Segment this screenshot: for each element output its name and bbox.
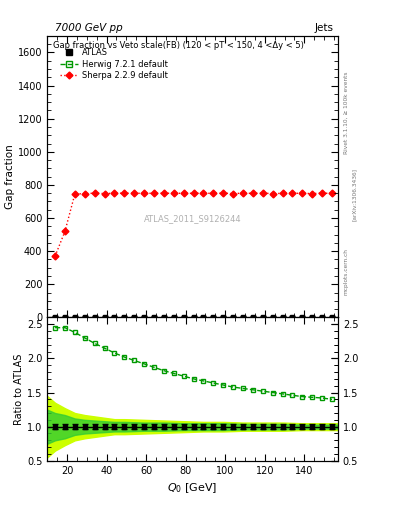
Text: 7000 GeV pp: 7000 GeV pp xyxy=(55,23,123,33)
Text: [arXiv:1306.3436]: [arXiv:1306.3436] xyxy=(352,168,357,221)
Text: Rivet 3.1.10, ≥ 100k events: Rivet 3.1.10, ≥ 100k events xyxy=(344,71,349,154)
Text: mcplots.cern.ch: mcplots.cern.ch xyxy=(344,248,349,295)
Text: Gap fraction vs Veto scale(FB) (120 < pT < 150, 4 <Δy < 5): Gap fraction vs Veto scale(FB) (120 < pT… xyxy=(53,41,304,51)
Y-axis label: Gap fraction: Gap fraction xyxy=(5,144,15,209)
Y-axis label: Ratio to ATLAS: Ratio to ATLAS xyxy=(14,353,24,425)
X-axis label: $Q_0$ [GeV]: $Q_0$ [GeV] xyxy=(167,481,218,495)
Text: ATLAS_2011_S9126244: ATLAS_2011_S9126244 xyxy=(144,215,241,223)
Legend: ATLAS, Herwig 7.2.1 default, Sherpa 2.2.9 default: ATLAS, Herwig 7.2.1 default, Sherpa 2.2.… xyxy=(57,46,171,82)
Text: Jets: Jets xyxy=(315,23,334,33)
